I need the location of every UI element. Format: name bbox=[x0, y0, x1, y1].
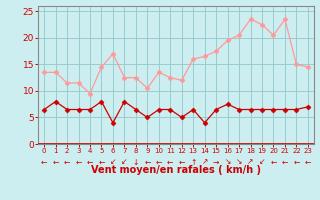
Text: ←: ← bbox=[179, 158, 185, 167]
Text: ←: ← bbox=[282, 158, 288, 167]
Text: ↙: ↙ bbox=[121, 158, 128, 167]
Text: ←: ← bbox=[52, 158, 59, 167]
Text: ↗: ↗ bbox=[202, 158, 208, 167]
Text: ↑: ↑ bbox=[190, 158, 196, 167]
Text: ↗: ↗ bbox=[247, 158, 254, 167]
Text: ↙: ↙ bbox=[110, 158, 116, 167]
Text: ↓: ↓ bbox=[133, 158, 139, 167]
Text: ←: ← bbox=[144, 158, 150, 167]
Text: →: → bbox=[213, 158, 219, 167]
Text: ↘: ↘ bbox=[224, 158, 231, 167]
Text: ←: ← bbox=[64, 158, 70, 167]
Text: ←: ← bbox=[41, 158, 47, 167]
Text: ←: ← bbox=[156, 158, 162, 167]
Text: ←: ← bbox=[270, 158, 277, 167]
Text: ↙: ↙ bbox=[259, 158, 265, 167]
X-axis label: Vent moyen/en rafales ( km/h ): Vent moyen/en rafales ( km/h ) bbox=[91, 165, 261, 175]
Text: ←: ← bbox=[87, 158, 93, 167]
Text: ←: ← bbox=[167, 158, 173, 167]
Text: ←: ← bbox=[98, 158, 105, 167]
Text: ↘: ↘ bbox=[236, 158, 242, 167]
Text: ←: ← bbox=[305, 158, 311, 167]
Text: ←: ← bbox=[293, 158, 300, 167]
Text: ←: ← bbox=[75, 158, 82, 167]
